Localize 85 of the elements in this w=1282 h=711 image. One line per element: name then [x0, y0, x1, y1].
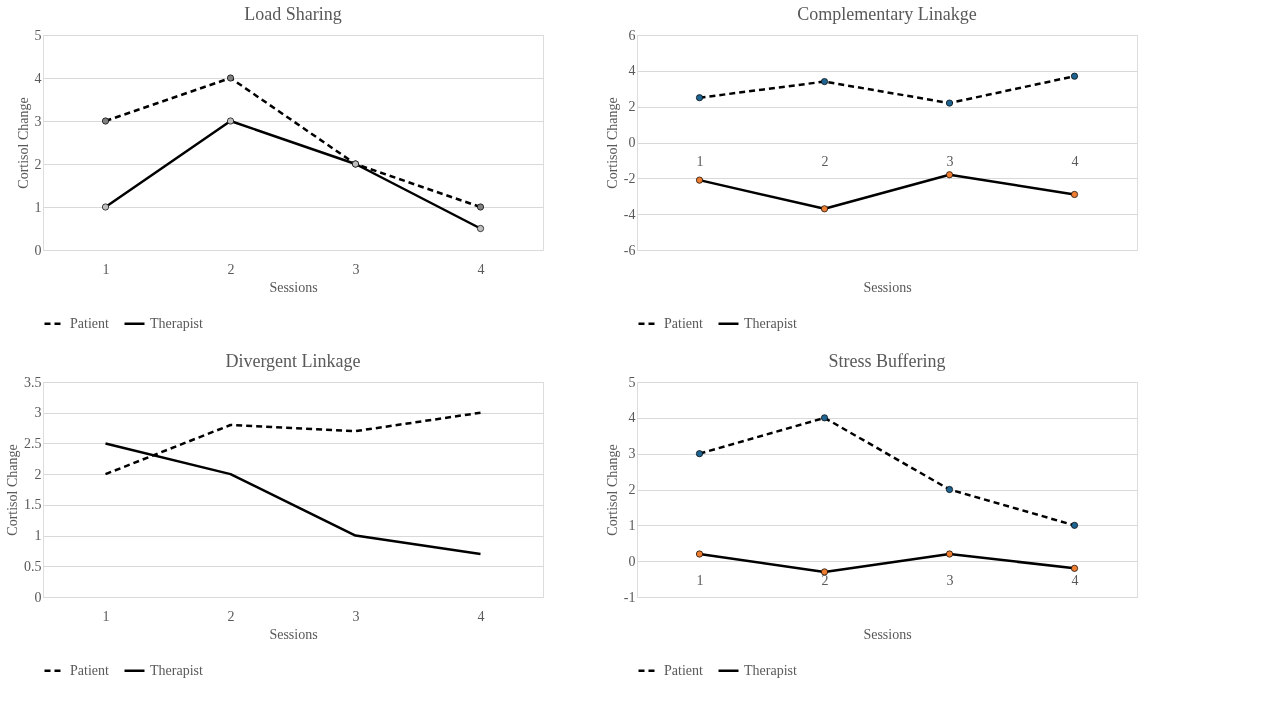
y-tick-label: 1	[628, 517, 636, 533]
legend-label: Therapist	[744, 315, 797, 331]
point	[101, 117, 110, 125]
point	[820, 414, 829, 422]
y-tick-label: 1	[34, 199, 42, 215]
x-tick-label: 1	[102, 608, 110, 624]
y-tick-label: 0	[34, 242, 42, 258]
y-tick-label: 5	[34, 27, 42, 43]
point	[695, 176, 704, 184]
legend-label: Therapist	[150, 315, 203, 331]
x-tick-label: 1	[102, 261, 110, 277]
y-tick-label: 0	[628, 135, 636, 150]
y-tick-label: 4	[628, 410, 636, 426]
y-tick-label: 0	[628, 553, 636, 569]
legend-label: Patient	[664, 662, 703, 678]
point	[695, 450, 704, 458]
point	[820, 78, 829, 86]
y-tick-label: -1	[623, 589, 636, 605]
x-tick-label: 4	[1071, 572, 1079, 588]
point	[945, 485, 954, 494]
x-tick-label: 4	[477, 608, 485, 624]
point	[1070, 521, 1079, 529]
legend-label: Patient	[70, 315, 109, 331]
x-axis-title: Sessions	[863, 626, 912, 642]
chart-title: Divergent Linkage	[225, 351, 361, 371]
x-tick-label: 4	[477, 261, 485, 277]
y-tick-label: 3	[628, 446, 636, 462]
x-tick-label: 3	[352, 608, 360, 624]
chart-title: Complementary Linakge	[797, 4, 977, 24]
point	[820, 568, 829, 576]
x-tick-label: 4	[1071, 154, 1079, 169]
y-tick-label: 5	[628, 374, 636, 390]
point	[945, 550, 954, 558]
y-tick-label: 2	[34, 466, 42, 482]
y-axis-title: Cortisol Change	[604, 97, 620, 189]
point	[226, 74, 235, 82]
y-tick-label: -4	[623, 206, 636, 222]
x-tick-label: 3	[946, 154, 954, 169]
x-tick-label: 1	[696, 572, 704, 588]
x-tick-label: 1	[696, 154, 704, 169]
point	[1070, 190, 1079, 198]
y-tick-label: 3	[34, 405, 42, 421]
chart-title: Load Sharing	[244, 4, 342, 24]
point	[1070, 564, 1079, 572]
x-tick-label: 3	[352, 261, 360, 277]
y-tick-label: 4	[34, 70, 42, 86]
y-tick-label: 1.5	[24, 497, 42, 513]
y-tick-label: -2	[623, 170, 636, 186]
y-tick-label: 2	[628, 482, 636, 497]
legend-label: Therapist	[744, 662, 797, 678]
point	[226, 117, 235, 125]
y-tick-label: -6	[623, 242, 636, 258]
x-tick-label: 2	[821, 154, 829, 169]
y-axis-title: Cortisol Change	[604, 444, 620, 536]
point	[695, 94, 704, 102]
x-axis-title: Sessions	[269, 279, 318, 295]
legend-label: Patient	[664, 315, 703, 331]
chart-title: Stress Buffering	[828, 351, 946, 371]
x-axis-title: Sessions	[269, 626, 318, 642]
point	[945, 99, 954, 107]
point	[1070, 72, 1079, 80]
point	[695, 550, 704, 558]
point	[476, 224, 485, 233]
y-axis-title: Cortisol Change	[15, 97, 31, 189]
y-axis-title: Cortisol Change	[5, 444, 20, 536]
legend-label: Patient	[70, 662, 109, 678]
y-tick-label: 4	[628, 63, 636, 79]
y-tick-label: 3	[34, 113, 42, 129]
x-tick-label: 3	[946, 572, 954, 588]
y-tick-label: 0.5	[24, 558, 42, 574]
y-tick-label: 2	[628, 99, 636, 115]
point	[820, 205, 829, 213]
x-tick-label: 2	[227, 261, 235, 277]
y-tick-label: 3.5	[24, 374, 42, 390]
y-tick-label: 1	[34, 528, 42, 544]
point	[476, 203, 485, 211]
y-tick-label: 2.5	[24, 435, 42, 451]
point	[101, 203, 110, 211]
point	[945, 171, 954, 179]
x-tick-label: 2	[821, 572, 829, 588]
y-tick-label: 0	[34, 589, 42, 605]
y-tick-label: 6	[628, 27, 636, 43]
legend-label: Therapist	[150, 662, 203, 678]
x-axis-title: Sessions	[863, 279, 912, 295]
x-tick-label: 2	[227, 608, 235, 624]
